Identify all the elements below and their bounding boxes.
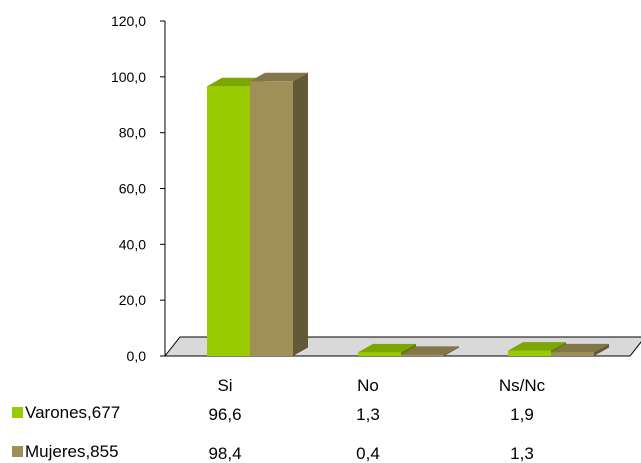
bar-top <box>551 343 609 353</box>
legend-key <box>12 446 23 457</box>
data-table-value: 0,4 <box>356 444 380 463</box>
legend-label: Mujeres,855 <box>25 442 119 461</box>
y-tick-label: 120,0 <box>111 13 146 29</box>
y-tick-label: 40,0 <box>119 236 146 252</box>
data-table-value: 96,6 <box>208 405 241 424</box>
legend-label: Varones,677 <box>25 403 120 422</box>
bar-side <box>444 346 459 356</box>
y-tick-label: 80,0 <box>119 125 146 141</box>
bar <box>401 346 459 356</box>
data-table-value: 98,4 <box>208 444 241 463</box>
bar-front <box>250 81 293 357</box>
category-label: Si <box>217 376 232 395</box>
data-table-value: 1,9 <box>510 405 534 424</box>
bar-side <box>293 72 308 356</box>
bars-layer <box>207 72 609 357</box>
y-tick-label: 60,0 <box>119 181 146 197</box>
category-label: No <box>357 376 379 395</box>
bar-top <box>401 346 459 355</box>
category-label: Ns/Nc <box>499 376 546 395</box>
bar-front <box>401 354 444 356</box>
bar-front <box>358 352 401 356</box>
y-tick-label: 100,0 <box>111 69 146 85</box>
y-tick-label: 20,0 <box>119 292 146 308</box>
bar-top <box>250 72 308 82</box>
bar-side <box>594 343 609 356</box>
bar-front <box>551 352 594 356</box>
data-table-value: 1,3 <box>510 444 534 463</box>
data-table: Varones,677 96,6 1,3 1,9 Mujeres,855 98,4 0,4 1… <box>12 403 534 463</box>
bar-top <box>508 342 566 351</box>
labels-layer: Si No Ns/Nc <box>217 376 545 395</box>
bar-top <box>358 343 416 353</box>
bar-front <box>508 350 551 356</box>
y-tick-label: 0,0 <box>127 348 147 364</box>
legend-key <box>12 407 23 418</box>
bar <box>250 72 308 357</box>
bar-front <box>207 86 250 356</box>
data-table-value: 1,3 <box>356 405 380 424</box>
axis-layer: 0,0 20,0 40,0 60,0 80,0 100,0 120,0 <box>111 13 641 364</box>
bar <box>551 343 609 356</box>
